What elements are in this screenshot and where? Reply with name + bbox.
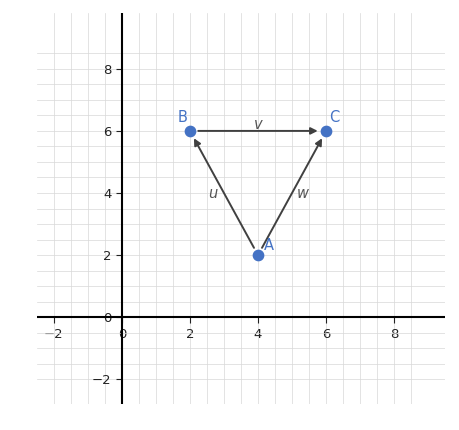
- Point: [186, 127, 194, 134]
- FancyArrowPatch shape: [262, 140, 321, 248]
- Text: B: B: [177, 111, 187, 125]
- Text: C: C: [329, 111, 339, 125]
- Text: w: w: [297, 185, 309, 200]
- Text: v: v: [254, 117, 262, 132]
- FancyArrowPatch shape: [198, 128, 316, 134]
- Point: [254, 252, 262, 258]
- Text: A: A: [264, 238, 274, 253]
- Text: u: u: [208, 185, 218, 200]
- Point: [322, 127, 330, 134]
- FancyArrowPatch shape: [195, 140, 254, 248]
